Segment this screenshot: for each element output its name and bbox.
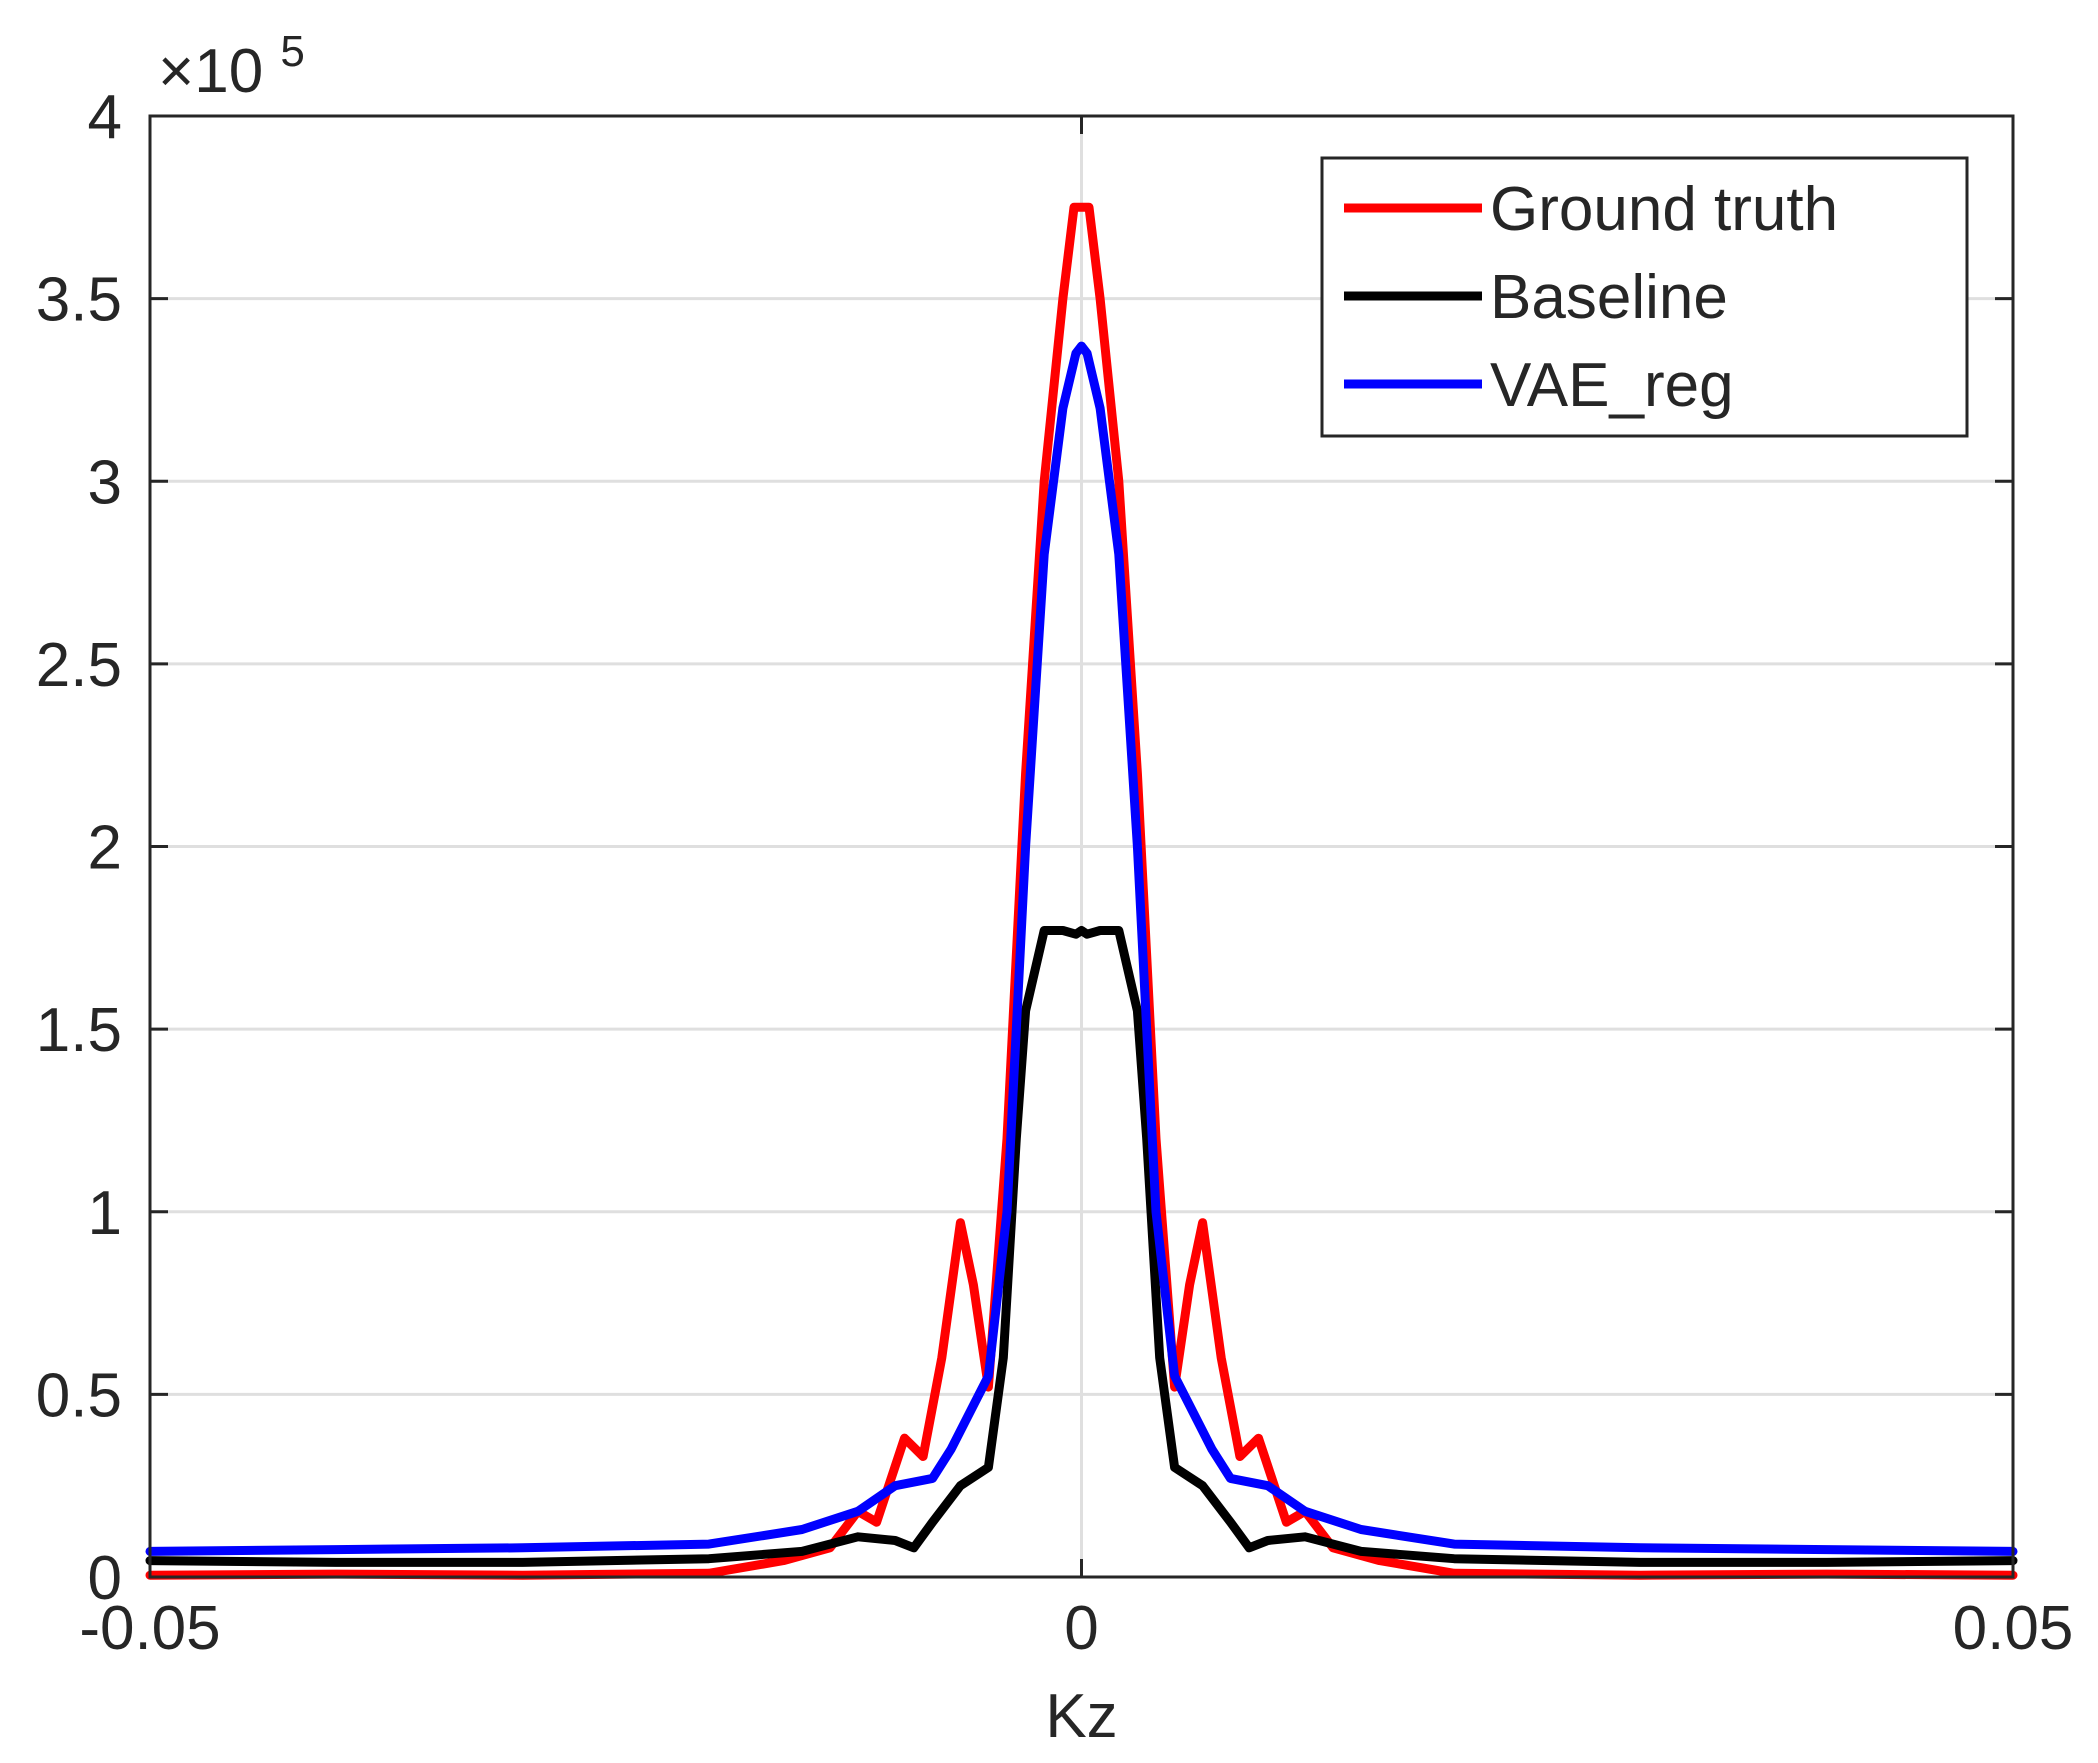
x-axis-label: Kz bbox=[1045, 1682, 1117, 1751]
legend-label: Ground truth bbox=[1490, 175, 1838, 244]
y-tick-label: 2 bbox=[88, 814, 122, 883]
y-axis-exponent: ×10 5 bbox=[158, 27, 305, 106]
series-line-ground-truth bbox=[145, 202, 2018, 1580]
y-tick-label: 3 bbox=[88, 448, 122, 517]
x-tick-label: 0.05 bbox=[1953, 1594, 2074, 1663]
y-tick-label: 1.5 bbox=[36, 996, 122, 1065]
x-axis-tick-labels: -0.05 0 0.05 bbox=[79, 1594, 2073, 1663]
y-tick-label: 3.5 bbox=[36, 266, 122, 335]
legend-label: Baseline bbox=[1490, 263, 1728, 332]
y-tick-label: 1 bbox=[88, 1179, 122, 1248]
legend: Ground truth Baseline VAE_reg bbox=[1320, 156, 1969, 438]
series-lines bbox=[145, 202, 2018, 1580]
x-tick-label: -0.05 bbox=[79, 1594, 220, 1663]
series-line-baseline bbox=[145, 926, 2018, 1567]
y-exponent-power: 5 bbox=[280, 27, 304, 76]
x-tick-label: 0 bbox=[1064, 1594, 1098, 1663]
axis-ticks bbox=[148, 114, 2015, 1579]
y-tick-label: 0 bbox=[88, 1544, 122, 1613]
y-tick-label: 0.5 bbox=[36, 1361, 122, 1430]
legend-label: VAE_reg bbox=[1490, 351, 1734, 420]
series-line-vae-reg bbox=[145, 341, 2018, 1556]
y-axis-tick-labels: 0 0.5 1 1.5 2 2.5 3 3.5 4 bbox=[36, 83, 122, 1613]
y-tick-label: 2.5 bbox=[36, 631, 122, 700]
y-exponent-base: ×10 bbox=[158, 37, 263, 106]
y-tick-label: 4 bbox=[88, 83, 122, 152]
